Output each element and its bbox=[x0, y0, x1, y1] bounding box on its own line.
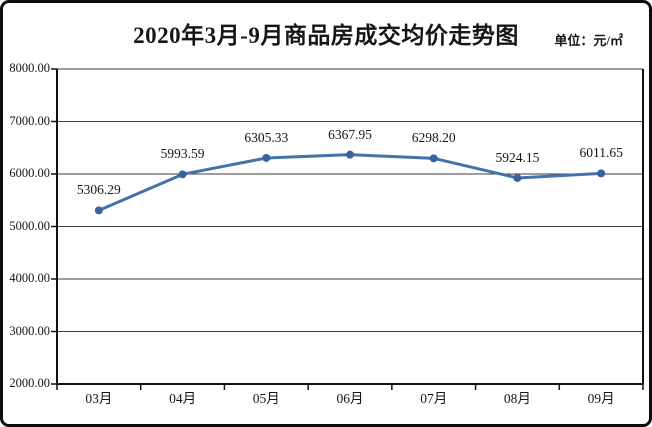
data-point-label: 6011.65 bbox=[579, 145, 623, 161]
data-point bbox=[513, 173, 522, 182]
data-point bbox=[597, 169, 606, 178]
data-point bbox=[262, 153, 271, 162]
y-axis-label: 2000.00 bbox=[9, 376, 50, 390]
data-point bbox=[429, 154, 438, 163]
data-point-label: 6305.33 bbox=[244, 129, 289, 145]
y-axis-label: 3000.00 bbox=[9, 323, 50, 338]
y-axis-label: 7000.00 bbox=[9, 113, 50, 128]
x-axis-label: 04月 bbox=[169, 391, 197, 406]
chart-title: 2020年3月-9月商品房成交均价走势图 bbox=[133, 23, 519, 48]
x-axis-label: 03月 bbox=[85, 391, 113, 406]
x-axis-label: 05月 bbox=[252, 391, 280, 406]
line-chart-canvas bbox=[51, 68, 644, 390]
data-point bbox=[346, 150, 354, 159]
x-axis-label: 07月 bbox=[420, 391, 448, 406]
data-point-label: 5306.29 bbox=[76, 182, 121, 198]
y-axis-label: 5000.00 bbox=[9, 218, 50, 233]
data-point-label: 6367.95 bbox=[328, 126, 372, 142]
x-axis-label: 08月 bbox=[503, 391, 531, 406]
data-point-label: 5993.59 bbox=[160, 146, 205, 162]
x-axis-label: 09月 bbox=[587, 391, 615, 406]
data-point bbox=[178, 170, 187, 179]
data-point bbox=[94, 206, 103, 215]
y-axis-label: 8000.00 bbox=[9, 61, 50, 75]
y-axis-label: 6000.00 bbox=[9, 166, 50, 180]
data-point-label: 5924.15 bbox=[495, 149, 540, 165]
data-point-label: 6298.20 bbox=[411, 130, 456, 146]
unit-label: 单位：元/㎡ bbox=[554, 33, 623, 48]
x-axis-label: 06月 bbox=[336, 391, 364, 406]
y-axis-label: 4000.00 bbox=[9, 271, 50, 285]
